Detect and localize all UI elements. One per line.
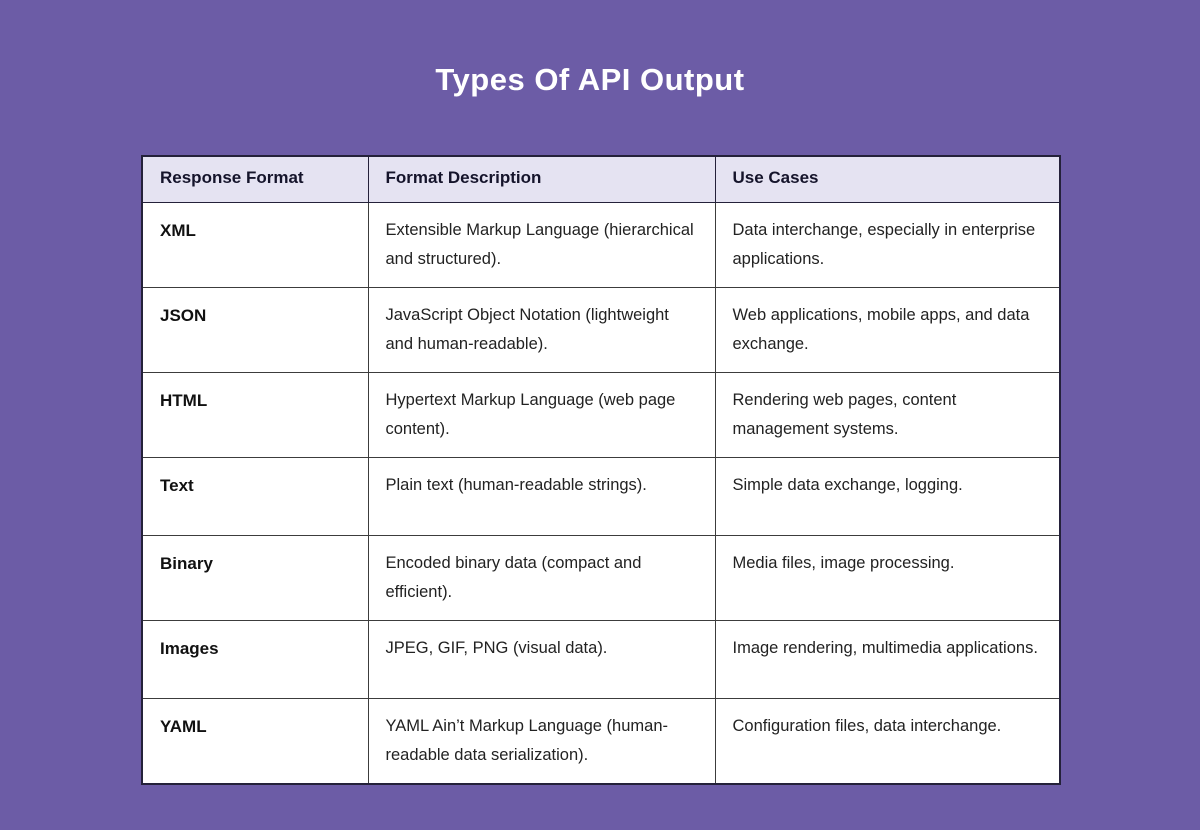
format-cell: JSON: [141, 286, 369, 373]
description-cell: Extensible Markup Language (hierarchical…: [367, 201, 716, 288]
header-cell-use-cases: Use Cases: [714, 155, 1061, 203]
use-cases-cell: Configuration files, data interchange.: [714, 697, 1061, 784]
table-row: YAML YAML Ain’t Markup Language (human-r…: [141, 697, 1061, 784]
table-row: JSON JavaScript Object Notation (lightwe…: [141, 286, 1061, 373]
use-cases-cell: Media files, image processing.: [714, 534, 1061, 621]
format-cell: Images: [141, 619, 369, 699]
description-cell: Hypertext Markup Language (web page cont…: [367, 371, 716, 458]
format-cell: YAML: [141, 697, 369, 784]
header-cell-format-description: Format Description: [367, 155, 716, 203]
table-row: HTML Hypertext Markup Language (web page…: [141, 371, 1061, 458]
use-cases-cell: Web applications, mobile apps, and data …: [714, 286, 1061, 373]
page-title: Types Of API Output: [435, 62, 745, 97]
description-cell: Plain text (human-readable strings).: [367, 456, 716, 536]
header-row: Response Format Format Description Use C…: [141, 155, 1061, 203]
table-row: Text Plain text (human-readable strings)…: [141, 456, 1061, 536]
description-cell: Encoded binary data (compact and efficie…: [367, 534, 716, 621]
table-row: XML Extensible Markup Language (hierarch…: [141, 201, 1061, 288]
table-body: XML Extensible Markup Language (hierarch…: [141, 201, 1061, 784]
use-cases-cell: Data interchange, especially in enterpri…: [714, 201, 1061, 288]
api-output-table: Response Format Format Description Use C…: [141, 155, 1061, 785]
description-cell: YAML Ain’t Markup Language (human-readab…: [367, 697, 716, 784]
table-header: Response Format Format Description Use C…: [141, 155, 1061, 203]
description-cell: JPEG, GIF, PNG (visual data).: [367, 619, 716, 699]
format-cell: XML: [141, 201, 369, 288]
use-cases-cell: Rendering web pages, content management …: [714, 371, 1061, 458]
table-row: Images JPEG, GIF, PNG (visual data). Ima…: [141, 619, 1061, 699]
format-cell: HTML: [141, 371, 369, 458]
use-cases-cell: Image rendering, multimedia applications…: [714, 619, 1061, 699]
use-cases-cell: Simple data exchange, logging.: [714, 456, 1061, 536]
format-cell: Binary: [141, 534, 369, 621]
header-cell-response-format: Response Format: [141, 155, 369, 203]
format-cell: Text: [141, 456, 369, 536]
description-cell: JavaScript Object Notation (lightweight …: [367, 286, 716, 373]
table-row: Binary Encoded binary data (compact and …: [141, 534, 1061, 621]
